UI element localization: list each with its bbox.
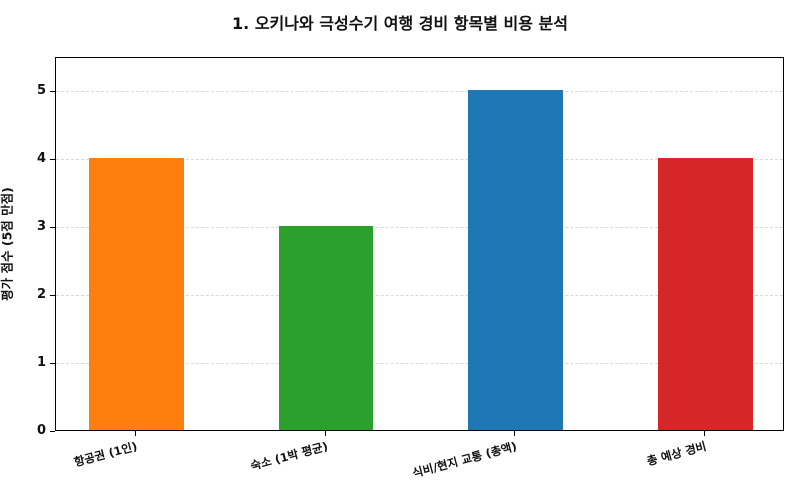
y-tickmark [50, 159, 55, 160]
gridline-3 [56, 227, 783, 228]
y-tick-3: 3 [36, 219, 46, 234]
y-tickmark [50, 91, 55, 92]
x-label-airfare: 항공권 (1인) [72, 438, 139, 470]
x-tickmark [325, 431, 326, 436]
x-label-food-transport: 식비/현지 교통 (총액) [410, 438, 518, 481]
bar-food-transport [468, 90, 563, 430]
bar-accommodation [279, 226, 373, 430]
y-tick-0: 0 [36, 423, 46, 438]
y-tick-5: 5 [36, 83, 46, 98]
y-tickmark [50, 431, 55, 432]
x-label-total-cost: 총 예상 경비 [645, 438, 708, 469]
y-tick-4: 4 [36, 151, 46, 166]
gridline-4 [56, 159, 783, 160]
y-tick-2: 2 [36, 287, 46, 302]
chart-title: 1. 오키나와 극성수기 여행 경비 항목별 비용 분석 [232, 14, 568, 33]
gridline-5 [56, 91, 783, 92]
bar-total-cost [658, 158, 753, 430]
y-tickmark [50, 295, 55, 296]
plot-area [55, 57, 784, 431]
x-tickmark [135, 431, 136, 436]
gridline-1 [56, 363, 783, 364]
gridline-2 [56, 295, 783, 296]
x-tickmark [704, 431, 705, 436]
bar-airfare [89, 158, 184, 430]
y-tickmark [50, 227, 55, 228]
y-tick-1: 1 [36, 355, 46, 370]
x-tickmark [514, 431, 515, 436]
x-label-accommodation: 숙소 (1박 평균) [248, 438, 329, 474]
y-tickmark [50, 363, 55, 364]
